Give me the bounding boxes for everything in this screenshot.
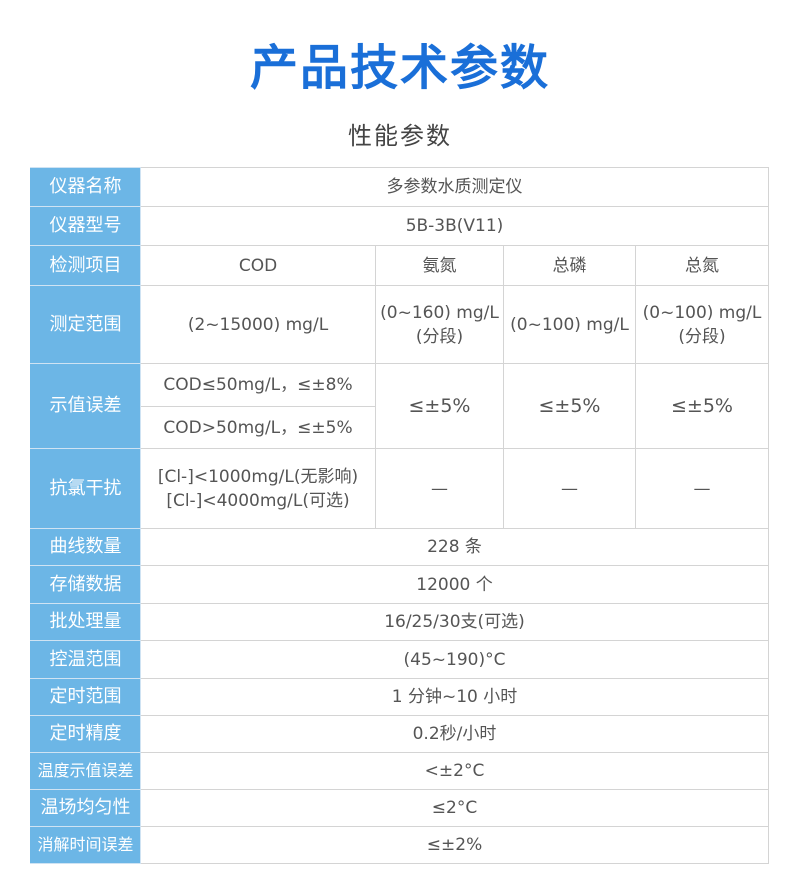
table-row: 抗氯干扰 [Cl-]<1000mg/L(无影响) [Cl-]<4000mg/L(可…	[30, 448, 769, 529]
table-row: 控温范围 (45~190)°C	[30, 640, 769, 679]
row-value: 228 条	[140, 528, 769, 566]
table-row: 批处理量 16/25/30支(可选)	[30, 603, 769, 641]
row-value: 1 分钟~10 小时	[140, 678, 769, 716]
cell: ≤±5%	[635, 363, 769, 449]
row-label: 抗氯干扰	[30, 448, 141, 529]
table-row: 消解时间误差 ≤±2%	[30, 826, 769, 864]
cell-line: (0~100) mg/L	[642, 302, 762, 323]
cell-line: [Cl-]<4000mg/L(可选)	[166, 490, 350, 511]
cell: ≤±5%	[503, 363, 636, 449]
row-value: (45~190)°C	[140, 640, 769, 679]
row-label: 批处理量	[30, 603, 141, 641]
cell: (0~160) mg/L (分段)	[375, 285, 504, 364]
cell: —	[375, 448, 504, 529]
cell: ≤±5%	[375, 363, 504, 449]
cell: COD	[140, 245, 376, 286]
cell: (0~100) mg/L (分段)	[635, 285, 769, 364]
table-row: 温度示值误差 <±2°C	[30, 752, 769, 790]
row-label: 温场均匀性	[30, 789, 141, 827]
table-row: 仪器型号 5B-3B(V11)	[30, 206, 769, 246]
cell: —	[635, 448, 769, 529]
row-label: 控温范围	[30, 640, 141, 679]
cell: COD≤50mg/L，≤±8%	[140, 363, 376, 407]
cell: (0~100) mg/L	[503, 285, 636, 364]
table-row: 仪器名称 多参数水质测定仪	[30, 167, 769, 207]
row-label: 仪器型号	[30, 206, 141, 246]
table-row: 检测项目 COD 氨氮 总磷 总氮	[30, 245, 769, 286]
page-title: 产品技术参数	[249, 40, 550, 96]
row-label: 示值误差	[30, 363, 141, 449]
table-row: 测定范围 (2~15000) mg/L (0~160) mg/L (分段) (0~…	[30, 285, 769, 364]
row-label: 定时精度	[30, 715, 141, 753]
row-label: 温度示值误差	[30, 752, 141, 790]
table-row: 示值误差 COD≤50mg/L，≤±8% ≤±5% ≤±5% ≤±5%	[30, 363, 769, 449]
row-value: 12000 个	[140, 565, 769, 604]
row-label: 曲线数量	[30, 528, 141, 566]
row-label: 测定范围	[30, 285, 141, 364]
row-value: 5B-3B(V11)	[140, 206, 769, 246]
cell: 氨氮	[375, 245, 504, 286]
row-value: 16/25/30支(可选)	[140, 603, 769, 641]
cell: COD>50mg/L，≤±5%	[140, 406, 376, 449]
row-value: 多参数水质测定仪	[140, 167, 769, 207]
cell: 总磷	[503, 245, 636, 286]
cell-line: (0~160) mg/L	[380, 302, 499, 323]
spec-table: 仪器名称 多参数水质测定仪 仪器型号 5B-3B(V11) 检测项目 COD 氨…	[30, 167, 769, 864]
row-label: 仪器名称	[30, 167, 141, 207]
section-subtitle: 性能参数	[348, 122, 452, 150]
row-label: 检测项目	[30, 245, 141, 286]
cell: 总氮	[635, 245, 769, 286]
row-label: 存储数据	[30, 565, 141, 604]
cell-line: [Cl-]<1000mg/L(无影响)	[157, 466, 359, 487]
row-value: <±2°C	[140, 752, 769, 790]
table-row: 存储数据 12000 个	[30, 565, 769, 604]
row-value: ≤±2%	[140, 826, 769, 864]
table-row: 定时范围 1 分钟~10 小时	[30, 678, 769, 716]
cell: —	[503, 448, 636, 529]
table-row: 温场均匀性 ≤2°C	[30, 789, 769, 827]
row-label: 消解时间误差	[30, 826, 141, 864]
cell: [Cl-]<1000mg/L(无影响) [Cl-]<4000mg/L(可选)	[140, 448, 376, 529]
table-row: COD>50mg/L，≤±5%	[31, 406, 769, 449]
row-value: 0.2秒/小时	[140, 715, 769, 753]
row-value: ≤2°C	[140, 789, 769, 827]
table-row: 定时精度 0.2秒/小时	[30, 715, 769, 753]
cell: (2~15000) mg/L	[140, 285, 376, 364]
table-row: 曲线数量 228 条	[30, 528, 769, 566]
cell-line: (分段)	[678, 326, 726, 347]
cell-line: (分段)	[415, 326, 464, 347]
row-label: 定时范围	[30, 678, 141, 716]
